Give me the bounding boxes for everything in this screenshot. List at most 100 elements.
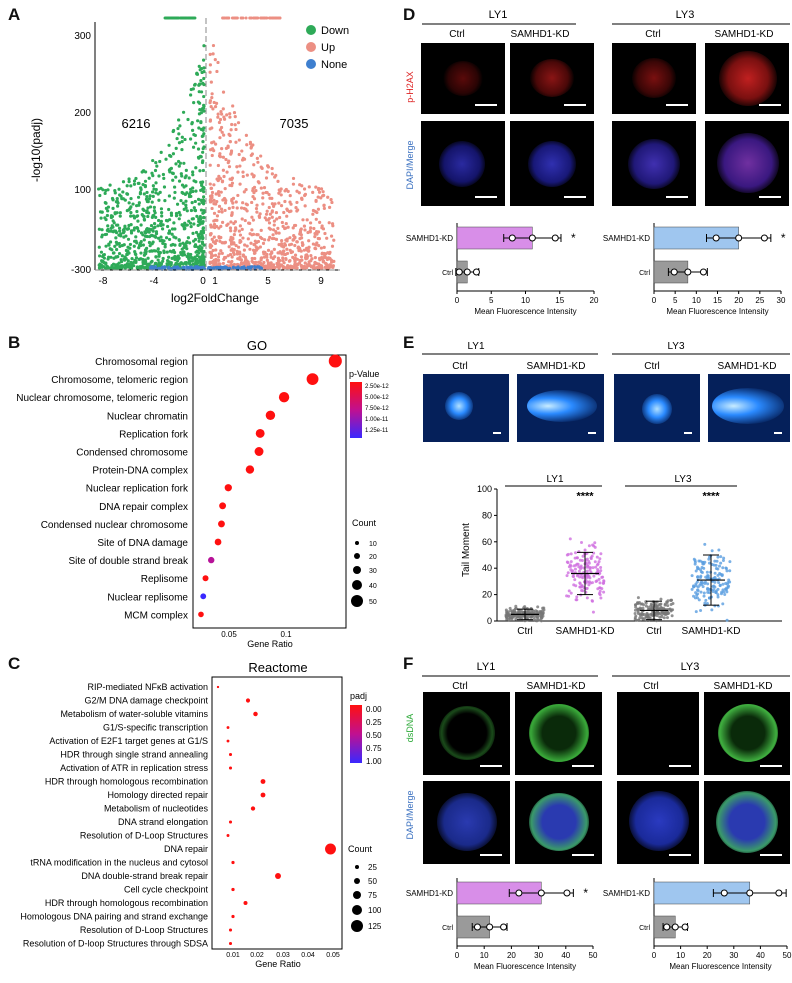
tail-moment-point (705, 587, 709, 591)
point-up (224, 255, 228, 260)
point-up (230, 197, 234, 202)
point-down (157, 174, 161, 178)
color-tick: 0.75 (366, 744, 382, 753)
tail-moment-point (705, 602, 709, 606)
point-up (219, 224, 223, 228)
replicate-point (720, 889, 728, 897)
point-down (178, 124, 182, 128)
group-label-ly1: LY1 (467, 341, 484, 352)
group-label-ly1: LY1 (489, 9, 508, 21)
point-up (316, 195, 320, 199)
point-down (168, 249, 172, 253)
row-label-dapi-merge: DAPI/Merge (405, 140, 415, 189)
point-down (138, 190, 143, 195)
y-axis-label: Tail Moment (461, 523, 472, 577)
point-down (131, 202, 135, 206)
point-up (259, 186, 263, 190)
point-up (229, 149, 234, 153)
tail-moment-point (633, 612, 637, 616)
point-down (156, 247, 160, 251)
tail-moment-point (670, 614, 674, 618)
x-category-label: Ctrl (517, 626, 533, 637)
x-tick: 40 (561, 951, 570, 960)
point-up (306, 249, 311, 253)
tail-moment-point (582, 586, 586, 590)
point-up (254, 189, 258, 193)
reactome-term-label: DNA double-strand break repair (81, 871, 208, 881)
point-up (272, 228, 276, 232)
x-tick: 0.1 (280, 630, 292, 639)
tail-moment-point (575, 598, 579, 602)
point-none (243, 266, 247, 270)
point-down (190, 217, 194, 221)
point-down (179, 172, 183, 176)
point-up (221, 261, 225, 266)
point-none (224, 265, 228, 269)
point-down (181, 201, 185, 205)
point-none (219, 267, 222, 270)
point-down (98, 210, 103, 214)
point-up (251, 260, 255, 264)
point-down (118, 214, 122, 218)
point-down (139, 231, 144, 235)
point-up (311, 208, 316, 213)
point-up (271, 204, 276, 209)
point-up (225, 170, 229, 174)
point-up (208, 101, 212, 105)
point-down (97, 187, 101, 191)
micrograph-d-ly3-kd-ph2ax (705, 43, 789, 114)
tail-moment-point (696, 575, 700, 579)
tail-moment-point (692, 594, 696, 598)
reactome-term-label: G2/M DNA damage checkpoint (84, 696, 208, 706)
tail-moment-point (713, 580, 717, 584)
point-down (135, 226, 139, 230)
point-up (322, 245, 326, 249)
color-tick: 5.00e-12 (365, 395, 389, 401)
point-up (265, 190, 269, 195)
reactome-dot (231, 887, 235, 892)
point-down (106, 188, 110, 192)
tail-moment-point (692, 557, 696, 561)
point-up (277, 243, 281, 247)
point-down (193, 199, 197, 204)
point-down (170, 227, 175, 231)
go-dot (278, 392, 290, 403)
x-tick: 0 (455, 951, 460, 960)
point-up (215, 199, 219, 204)
point-down (179, 198, 183, 203)
x-tick: 0 (200, 276, 206, 287)
point-none (259, 266, 263, 270)
color-tick: 2.50e-12 (365, 384, 389, 390)
tail-moment-point (594, 565, 598, 569)
point-up (222, 196, 227, 201)
color-tick: 0.25 (366, 718, 382, 727)
point-up (251, 187, 255, 191)
color-tick: 7.50e-12 (365, 406, 389, 412)
point-down (177, 179, 182, 183)
point-none (246, 265, 250, 269)
legend-none: None (321, 59, 347, 71)
y-axis-label: -log10(padj) (29, 118, 43, 182)
point-down (179, 261, 183, 266)
bar-label: SAMHD1-KD (603, 889, 650, 898)
point-down (172, 128, 176, 133)
tail-moment-point (714, 566, 718, 570)
point-down (138, 243, 142, 248)
col-label: Ctrl (452, 361, 468, 372)
point-up (220, 112, 224, 116)
reactome-dot (253, 711, 258, 717)
point-up (321, 259, 326, 263)
point-up (257, 215, 262, 219)
point-down (186, 117, 190, 122)
tail-moment-point (569, 591, 573, 595)
tail-moment-point (694, 610, 698, 614)
reactome-term-label: Homology directed repair (107, 790, 208, 800)
tail-moment-point (704, 575, 708, 579)
reactome-dot (231, 914, 235, 919)
point-down (197, 239, 201, 243)
point-down (170, 232, 174, 236)
tail-moment-point (669, 603, 673, 607)
point-up (291, 176, 296, 181)
point-down (106, 227, 110, 232)
tail-moment-point (526, 616, 530, 620)
